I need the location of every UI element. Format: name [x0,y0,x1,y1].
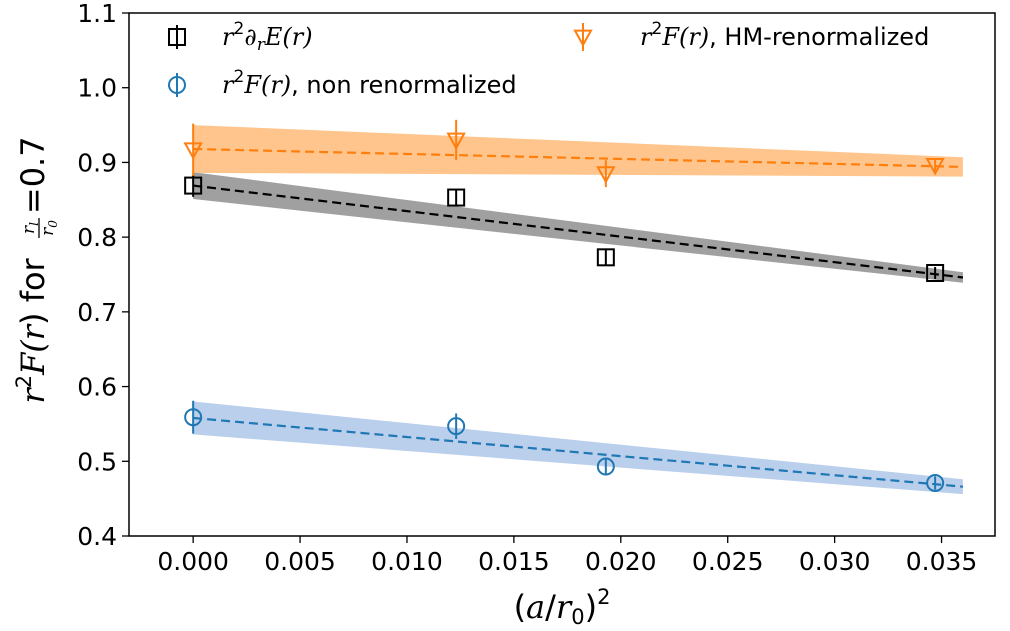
circle-marker [596,457,615,476]
triangle-down-marker [925,158,945,176]
svg-text:rl: rl [19,222,41,234]
square-marker [184,176,203,195]
x-label-a: a [526,588,545,626]
triangle-down-marker [596,166,616,184]
hm-data-point [446,119,466,161]
nonren-data-point [447,413,466,439]
x-tick-label: 0.010 [371,547,443,576]
x-label-sup2: 2 [597,585,610,609]
hm-data-point [183,123,203,176]
x-tick-label: 0.030 [799,547,871,576]
nonren-fit-line [193,416,964,488]
hm-data-point [596,160,616,188]
y-tick-label: 0.6 [77,373,117,402]
deriv-data-point [926,264,945,283]
fit-lines [193,147,964,488]
y-tick-label: 0.8 [77,223,117,252]
legend-entry-nonren: r2F(r), non renormalized [168,67,517,99]
square-marker [926,264,945,283]
legend: r2∂rE(r) r2F(r), non renormalized r2F(r), … [168,19,929,99]
y-tick-label: 1.0 [77,74,117,103]
y-tick-label: 0.7 [77,298,117,327]
legend-entry-hm: r2F(r), HM-renormalized [573,19,929,51]
x-tick-label: 0.020 [585,547,657,576]
hm-fit-line [193,147,963,169]
svg-text:r2F(r) for =0.7: r2F(r) for =0.7 [12,136,52,403]
y-label-frac-den-r: r [38,227,58,236]
y-label-sup: 2 [12,375,36,388]
deriv-data-point [184,174,203,197]
y-axis: 0.4 0.5 0.6 0.7 0.8 0.9 1.0 1.1 [77,0,129,551]
x-tick-label: 0.015 [478,547,550,576]
y-label-for: ) for [14,248,52,325]
x-tick-label: 0.000 [157,547,229,576]
x-label-close: ) [585,588,597,626]
svg-text:r0: r0 [38,220,60,236]
y-tick-label: 0.9 [77,148,117,177]
legend-label: r2F(r), HM-renormalized [640,19,929,51]
fit-bands [193,125,963,495]
y-label-r2: r [14,323,52,340]
nonren-fit-band [193,401,963,495]
square-marker [447,188,466,207]
y-tick-label: 1.1 [77,0,117,28]
hm-fit-band [193,125,963,177]
x-label-r: r [556,588,573,626]
hm-data-point [925,158,945,176]
x-axis-label: (a/r0)2 [514,585,611,629]
y-label-r: r [14,387,52,404]
square-marker [168,28,186,46]
circle-marker [926,473,945,492]
y-label-frac-den-sub: 0 [46,220,60,228]
x-tick-label: 0.025 [692,547,764,576]
square-marker [596,248,615,267]
x-tick-label: 0.035 [906,547,978,576]
circle-marker [447,417,466,436]
x-label-open: ( [514,588,526,626]
triangle-down-marker [573,29,593,48]
circle-marker [168,76,186,94]
x-label-slash: / [545,588,556,626]
triangle-down-marker [446,132,466,151]
x-axis: 0.000 0.005 0.010 0.015 0.020 0.025 0.030 0.035 [157,536,977,576]
data-points [183,119,945,492]
legend-label: r2∂rE(r) [222,19,313,55]
y-axis-label: r2F(r) for =0.7 rl r0 [12,136,60,403]
x-label-sub0: 0 [571,605,584,629]
y-label-frac-num-sub: l [27,222,41,226]
y-tick-label: 0.4 [77,522,117,551]
deriv-data-point [447,188,466,207]
plot-frame [128,12,996,537]
triangle-down-marker [183,142,203,160]
circle-marker [184,408,203,427]
y-tick-label: 0.5 [77,447,117,476]
x-tick-label: 0.005 [264,547,336,576]
y-label-frac-num-r: r [19,225,39,234]
nonren-data-point [596,457,615,476]
nonren-data-point [926,473,945,492]
deriv-data-point [596,248,615,267]
legend-entry-deriv: r2∂rE(r) [168,19,313,55]
deriv-fit-line [193,184,964,279]
legend-label: r2F(r), non renormalized [222,67,517,99]
nonren-data-point [184,400,203,434]
y-label-F: F( [14,339,52,376]
y-label-value: =0.7 [14,136,52,214]
deriv-fit-band [193,172,963,283]
